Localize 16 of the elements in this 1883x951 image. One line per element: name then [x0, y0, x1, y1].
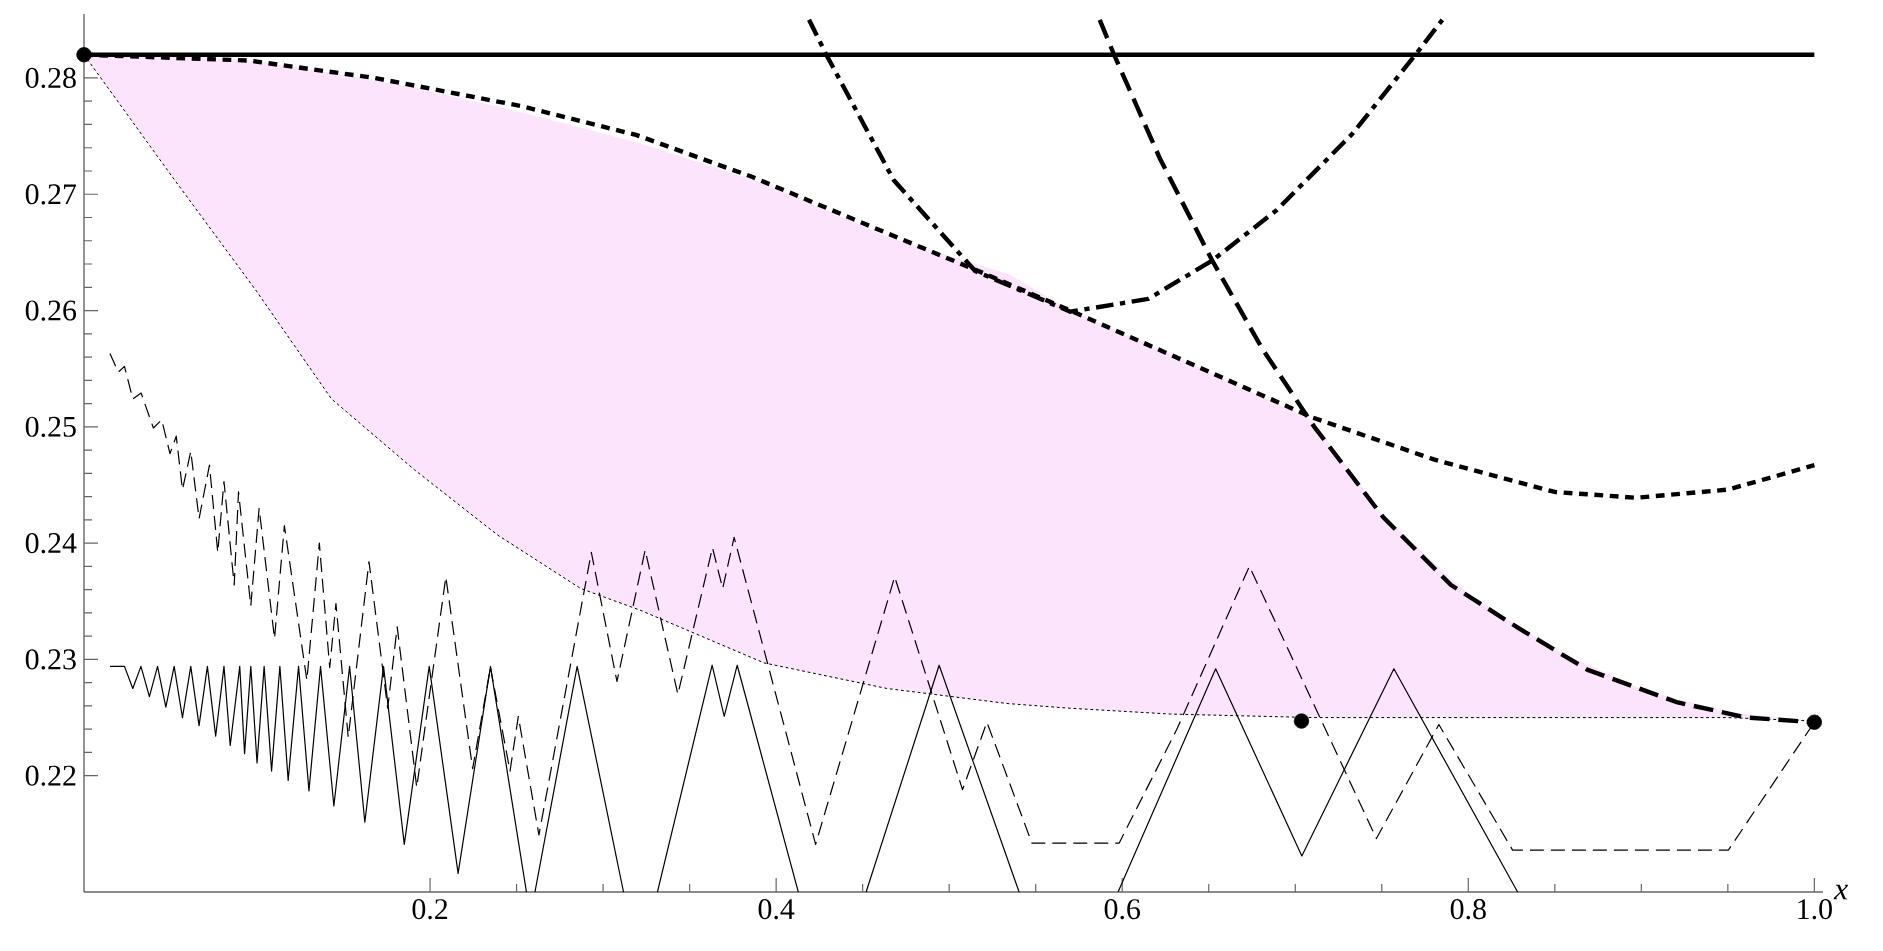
x-tick-label: 0.4: [758, 899, 795, 920]
y-tick-label: 0.23: [25, 649, 76, 670]
point: [1293, 713, 1310, 729]
x-tick-label: 0.8: [1450, 899, 1486, 920]
x-tick-label: 0.6: [1104, 899, 1141, 920]
point: [1806, 714, 1822, 730]
y-tick-label: 0.24: [25, 532, 77, 554]
y-tick-label: 0.28: [25, 67, 76, 89]
x-tick-label: 1.0: [1798, 899, 1832, 920]
y-tick-label: 0.27: [25, 184, 77, 205]
x-tick-label: 0.2: [412, 899, 448, 920]
y-tick-label: 0.26: [25, 300, 77, 321]
point: [76, 47, 92, 63]
y-tick-label: 0.25: [25, 416, 76, 437]
x-axis-title: x: [1833, 884, 1848, 900]
y-tick-label: 0.22: [25, 765, 76, 786]
